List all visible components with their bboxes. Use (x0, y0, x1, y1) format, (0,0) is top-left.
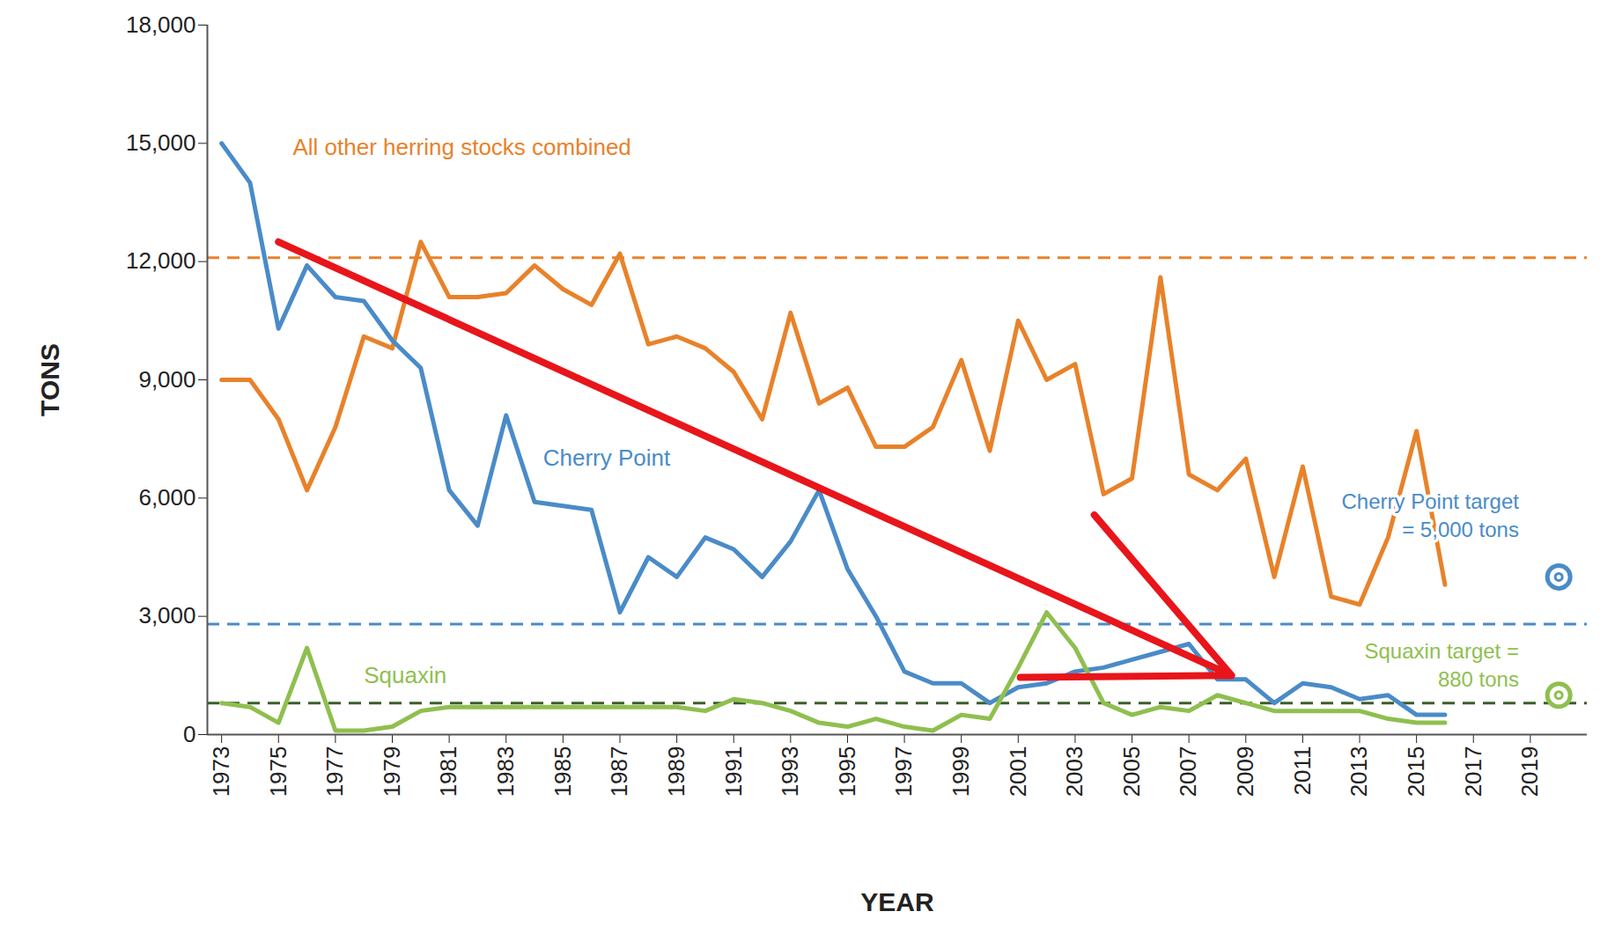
svg-text:1995: 1995 (833, 746, 861, 798)
svg-text:Squaxin: Squaxin (363, 662, 447, 689)
svg-text:2009: 2009 (1231, 746, 1259, 798)
svg-text:1981: 1981 (435, 746, 462, 798)
svg-text:2007: 2007 (1174, 746, 1202, 798)
svg-text:1993: 1993 (776, 746, 804, 798)
svg-text:Cherry Point: Cherry Point (543, 444, 671, 472)
svg-text:1973: 1973 (207, 746, 235, 798)
svg-text:1985: 1985 (549, 746, 576, 798)
svg-text:2019: 2019 (1516, 746, 1543, 798)
svg-text:2003: 2003 (1061, 746, 1088, 798)
svg-text:1977: 1977 (321, 746, 348, 798)
svg-text:6,000: 6,000 (138, 484, 196, 511)
svg-text:1997: 1997 (890, 746, 917, 798)
svg-text:All other herring stocks combi: All other herring stocks combined (292, 133, 631, 161)
svg-text:15,000: 15,000 (125, 129, 197, 156)
svg-text:12,000: 12,000 (125, 247, 197, 274)
svg-text:2001: 2001 (1004, 746, 1032, 798)
svg-text:0: 0 (183, 721, 196, 748)
svg-text:Cherry Point target= 5,000 ton: Cherry Point target= 5,000 tons (1341, 489, 1520, 542)
svg-text:2015: 2015 (1402, 746, 1430, 798)
svg-text:18,000: 18,000 (125, 11, 197, 38)
svg-text:9,000: 9,000 (138, 366, 196, 393)
svg-text:2013: 2013 (1345, 746, 1372, 798)
svg-text:1999: 1999 (947, 746, 974, 798)
svg-text:2005: 2005 (1118, 746, 1145, 798)
svg-text:1987: 1987 (605, 746, 633, 798)
svg-text:TONS: TONS (35, 343, 65, 417)
svg-text:2011: 2011 (1289, 746, 1316, 797)
svg-text:1991: 1991 (720, 746, 747, 798)
svg-text:1979: 1979 (378, 746, 406, 798)
svg-text:1975: 1975 (265, 746, 292, 798)
svg-text:1989: 1989 (663, 746, 690, 798)
svg-text:3,000: 3,000 (138, 602, 196, 629)
svg-text:YEAR: YEAR (860, 887, 935, 917)
svg-text:2017: 2017 (1459, 746, 1487, 798)
svg-text:1983: 1983 (492, 746, 519, 798)
svg-text:Squaxin target =880 tons: Squaxin target =880 tons (1364, 639, 1519, 692)
